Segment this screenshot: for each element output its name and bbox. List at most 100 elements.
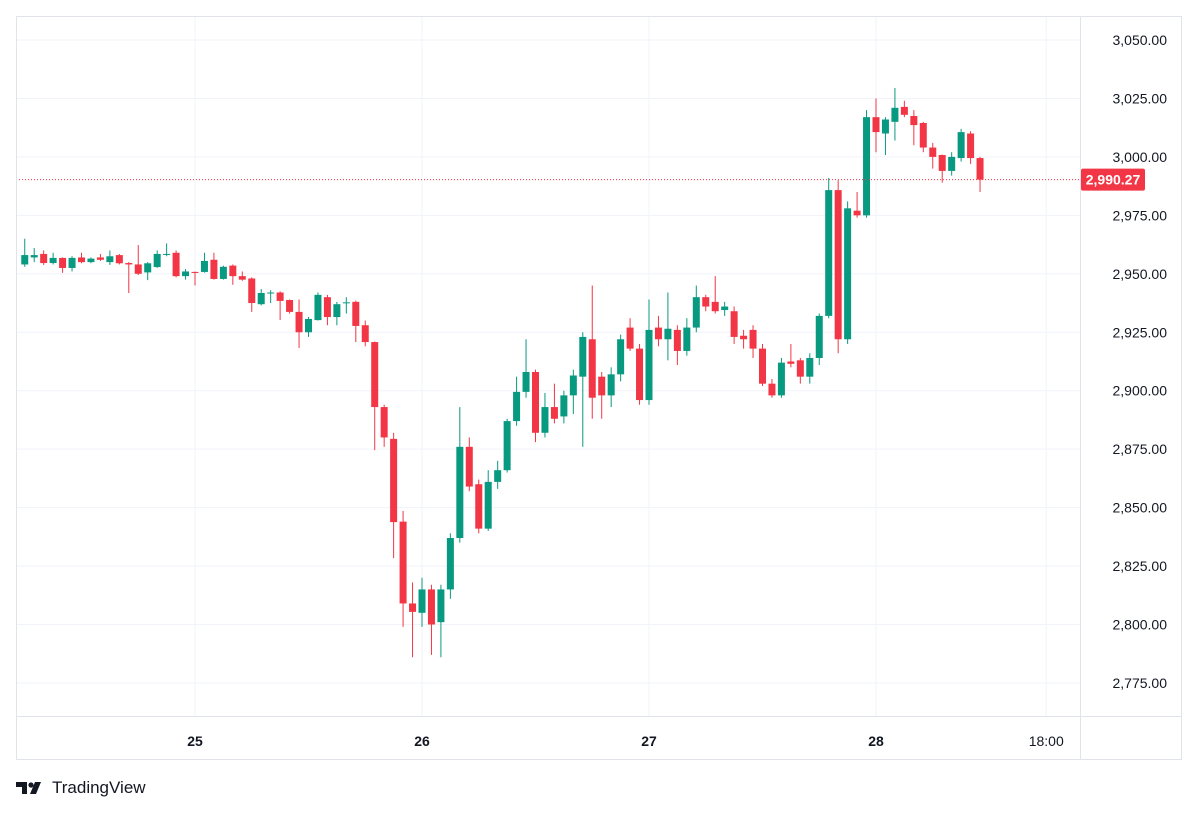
candle-body — [588, 339, 596, 398]
y-tick-label: 2,875.00 — [1113, 441, 1168, 457]
candle — [834, 180, 842, 354]
candle — [106, 250, 114, 265]
x-tick-label: 25 — [187, 733, 203, 749]
candle — [721, 301, 729, 316]
candle-body — [598, 376, 606, 396]
candle — [654, 315, 662, 347]
y-tick-label: 2,925.00 — [1113, 324, 1168, 340]
candle — [532, 369, 539, 443]
candle-body — [305, 318, 312, 333]
candle-body — [182, 271, 190, 277]
candle — [645, 299, 653, 405]
candle — [569, 369, 577, 415]
candle — [948, 152, 956, 176]
candle — [446, 533, 454, 599]
candle-body — [740, 335, 748, 340]
candle — [30, 248, 38, 263]
candle — [900, 100, 908, 118]
candle — [333, 301, 341, 326]
candle-body — [125, 263, 133, 265]
candle — [929, 142, 937, 169]
candle — [711, 276, 719, 314]
time-axis[interactable]: 25 26 27 28 18:00 — [187, 733, 1064, 749]
candle — [494, 460, 502, 489]
candle-body — [314, 294, 322, 321]
price-axis[interactable]: 3,050.00 3,025.00 3,000.00 2,975.00 2,950.00… — [1081, 32, 1167, 691]
candle-body — [777, 362, 785, 396]
candle — [87, 257, 95, 264]
x-tick-label: 26 — [414, 733, 430, 749]
candle — [503, 418, 511, 473]
candle-body — [144, 263, 152, 273]
candle — [787, 343, 795, 368]
candle-body — [626, 327, 634, 349]
candle-body — [654, 327, 662, 340]
y-tick-label: 2,850.00 — [1113, 500, 1168, 516]
candle-body — [768, 383, 776, 396]
tradingview-logo[interactable]: TradingView — [16, 778, 146, 798]
candle-body — [929, 147, 937, 157]
chart-frame — [16, 16, 1182, 760]
candle — [115, 253, 123, 265]
x-tick-label: 27 — [641, 733, 657, 749]
candle — [844, 201, 852, 344]
candle — [617, 334, 625, 382]
y-tick-label: 3,025.00 — [1113, 90, 1168, 106]
candle-body — [692, 297, 700, 328]
candle — [881, 117, 889, 156]
candle — [144, 262, 152, 281]
candle — [295, 299, 303, 348]
candle-body — [409, 603, 417, 612]
candle-body — [721, 306, 729, 311]
candle — [267, 290, 275, 304]
candle-body — [664, 328, 672, 340]
candle-body — [78, 257, 85, 263]
candle — [200, 252, 208, 273]
candle-body — [219, 266, 227, 279]
candle — [702, 294, 710, 312]
candle — [286, 299, 294, 314]
candle-body — [153, 253, 161, 268]
candle-body — [418, 589, 426, 613]
candle — [607, 367, 615, 408]
candle — [588, 285, 596, 419]
candle-body — [815, 315, 823, 358]
candle — [550, 383, 558, 424]
candle — [683, 318, 691, 356]
candle — [427, 584, 435, 655]
candle-body — [919, 122, 927, 148]
candle-body — [645, 329, 653, 401]
candle — [210, 252, 218, 280]
candle-body — [106, 256, 114, 263]
candle-body — [787, 361, 795, 364]
candle — [673, 325, 681, 365]
candle — [352, 300, 360, 343]
candle-body — [503, 421, 511, 471]
candle-body — [163, 253, 171, 255]
candle — [740, 329, 748, 349]
candle — [456, 407, 464, 543]
candle-body — [295, 311, 303, 333]
candle-body — [796, 360, 804, 377]
candle-body — [702, 297, 710, 307]
candle-body — [853, 210, 861, 216]
candle-body — [134, 264, 142, 274]
candle — [484, 470, 492, 531]
candle-body — [172, 252, 180, 277]
candle — [182, 269, 190, 280]
y-tick-label: 2,800.00 — [1113, 617, 1168, 633]
candle-body — [683, 327, 691, 351]
candle — [853, 191, 861, 218]
candle-body — [276, 292, 284, 301]
candle-body — [323, 297, 331, 318]
candle — [749, 325, 757, 358]
candle-body — [938, 155, 946, 171]
candle-body — [267, 292, 275, 294]
candle — [796, 357, 804, 384]
candle-body — [844, 208, 852, 340]
candle — [437, 584, 445, 658]
grid — [16, 16, 1080, 716]
candle — [863, 110, 871, 218]
candle — [68, 256, 76, 272]
